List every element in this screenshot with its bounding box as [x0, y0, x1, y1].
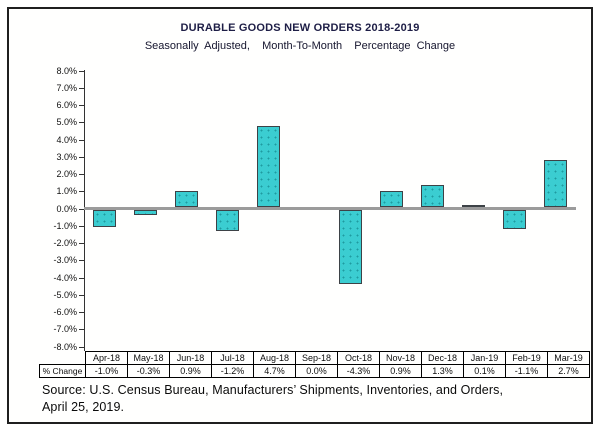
month-header-cell: Apr-18 [85, 351, 128, 365]
value-cell: 0.1% [463, 364, 506, 378]
y-axis-label: -4.0% [53, 273, 77, 283]
value-cell: 4.7% [253, 364, 296, 378]
bar-jan-19 [462, 205, 485, 207]
zero-line [84, 207, 576, 210]
month-header-cell: Aug-18 [253, 351, 296, 365]
table-corner-cell [40, 352, 86, 365]
value-cell: 1.3% [421, 364, 464, 378]
bar-dec-18 [421, 185, 444, 207]
value-cell: 0.0% [295, 364, 338, 378]
y-axis-tick [79, 140, 84, 141]
bar-apr-18 [93, 210, 116, 227]
value-cell: 0.9% [169, 364, 212, 378]
y-axis-tick [79, 105, 84, 106]
y-axis-tick [79, 312, 84, 313]
month-header-cell: May-18 [127, 351, 170, 365]
y-axis-tick [79, 174, 84, 175]
month-header-cell: Dec-18 [421, 351, 464, 365]
y-axis-tick [79, 191, 84, 192]
bar-mar-19 [544, 160, 567, 207]
source-line-1: Source: U.S. Census Bureau, Manufacturer… [42, 383, 504, 397]
y-axis-label: -7.0% [53, 324, 77, 334]
month-header-cell: Jun-18 [169, 351, 212, 365]
y-axis-label: 2.0% [56, 169, 77, 179]
y-axis-label: -3.0% [53, 255, 77, 265]
month-header-cell: Mar-19 [547, 351, 590, 365]
y-axis-label: 4.0% [56, 135, 77, 145]
y-axis-tick [79, 295, 84, 296]
y-axis-label: 3.0% [56, 152, 77, 162]
y-axis-tick [79, 243, 84, 244]
y-axis-tick [79, 88, 84, 89]
bar-jun-18 [175, 191, 198, 207]
y-axis-tick [79, 347, 84, 348]
value-cell: -4.3% [337, 364, 380, 378]
y-axis-label: 1.0% [56, 186, 77, 196]
source-note: Source: U.S. Census Bureau, Manufacturer… [42, 382, 503, 416]
y-axis-label: 7.0% [56, 83, 77, 93]
bar-oct-18 [339, 210, 362, 284]
bar-nov-18 [380, 191, 403, 207]
month-header-cell: Jan-19 [463, 351, 506, 365]
y-axis-tick [79, 157, 84, 158]
y-axis-tick [79, 260, 84, 261]
bar-may-18 [134, 210, 157, 215]
value-cell: -1.1% [505, 364, 548, 378]
value-cell: 2.7% [547, 364, 590, 378]
month-header-cell: Feb-19 [505, 351, 548, 365]
bar-aug-18 [257, 126, 280, 207]
month-header-cell: Sep-18 [295, 351, 338, 365]
value-cell: -1.2% [211, 364, 254, 378]
month-header-cell: Nov-18 [379, 351, 422, 365]
y-axis-label: -2.0% [53, 238, 77, 248]
y-axis-label: 8.0% [56, 66, 77, 76]
y-axis-tick [79, 278, 84, 279]
month-header-cell: Jul-18 [211, 351, 254, 365]
chart-subtitle: Seasonally Adjusted, Month-To-Month Perc… [144, 40, 456, 52]
y-axis-label: -1.0% [53, 221, 77, 231]
value-cell: 0.9% [379, 364, 422, 378]
y-axis-label: -6.0% [53, 307, 77, 317]
y-axis-label: -5.0% [53, 290, 77, 300]
y-axis-tick [79, 122, 84, 123]
y-axis-label: 6.0% [56, 100, 77, 110]
y-axis-tick [79, 71, 84, 72]
source-line-2: April 25, 2019. [42, 400, 125, 414]
data-table: Apr-18 May-18 Jun-18 Jul-18 Aug-18 Sep-18 Oct-… [39, 351, 590, 378]
y-axis-label: -8.0% [53, 342, 77, 352]
y-axis-label: 5.0% [56, 117, 77, 127]
y-axis-line [84, 70, 85, 351]
bar-feb-19 [503, 210, 526, 229]
y-axis-tick [79, 226, 84, 227]
y-axis-tick [79, 209, 84, 210]
y-axis-tick [79, 329, 84, 330]
bar-jul-18 [216, 210, 239, 231]
chart-title: DURABLE GOODS NEW ORDERS 2018-2019 [180, 22, 420, 34]
month-header-cell: Oct-18 [337, 351, 380, 365]
value-cell: -0.3% [127, 364, 170, 378]
value-cell: -1.0% [85, 364, 128, 378]
y-axis-label: 0.0% [56, 204, 77, 214]
row-label-cell: % Change [39, 364, 86, 378]
